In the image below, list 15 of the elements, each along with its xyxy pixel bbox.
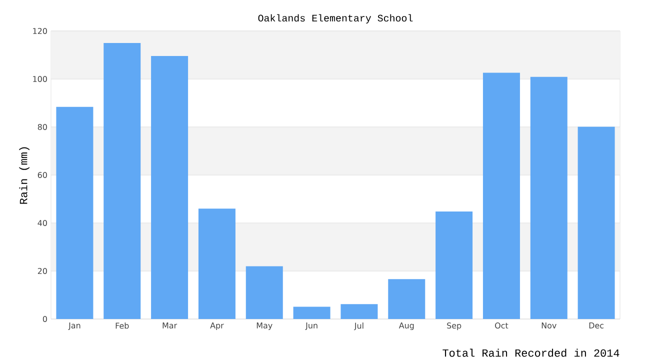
bar bbox=[56, 106, 94, 319]
bar bbox=[151, 56, 188, 319]
bar bbox=[293, 306, 330, 319]
bar bbox=[340, 304, 378, 319]
bar bbox=[578, 126, 615, 319]
bar bbox=[436, 211, 473, 319]
y-axis-title: Rain (mm) bbox=[19, 147, 30, 204]
bar bbox=[530, 76, 568, 319]
chart-title: Oaklands Elementary School bbox=[258, 14, 413, 24]
bar bbox=[198, 208, 236, 319]
bar bbox=[246, 266, 283, 319]
bar bbox=[104, 42, 141, 319]
x-axis-title: Total Rain Recorded in 2014 bbox=[442, 348, 620, 357]
bar bbox=[388, 279, 426, 319]
bar bbox=[482, 72, 520, 319]
